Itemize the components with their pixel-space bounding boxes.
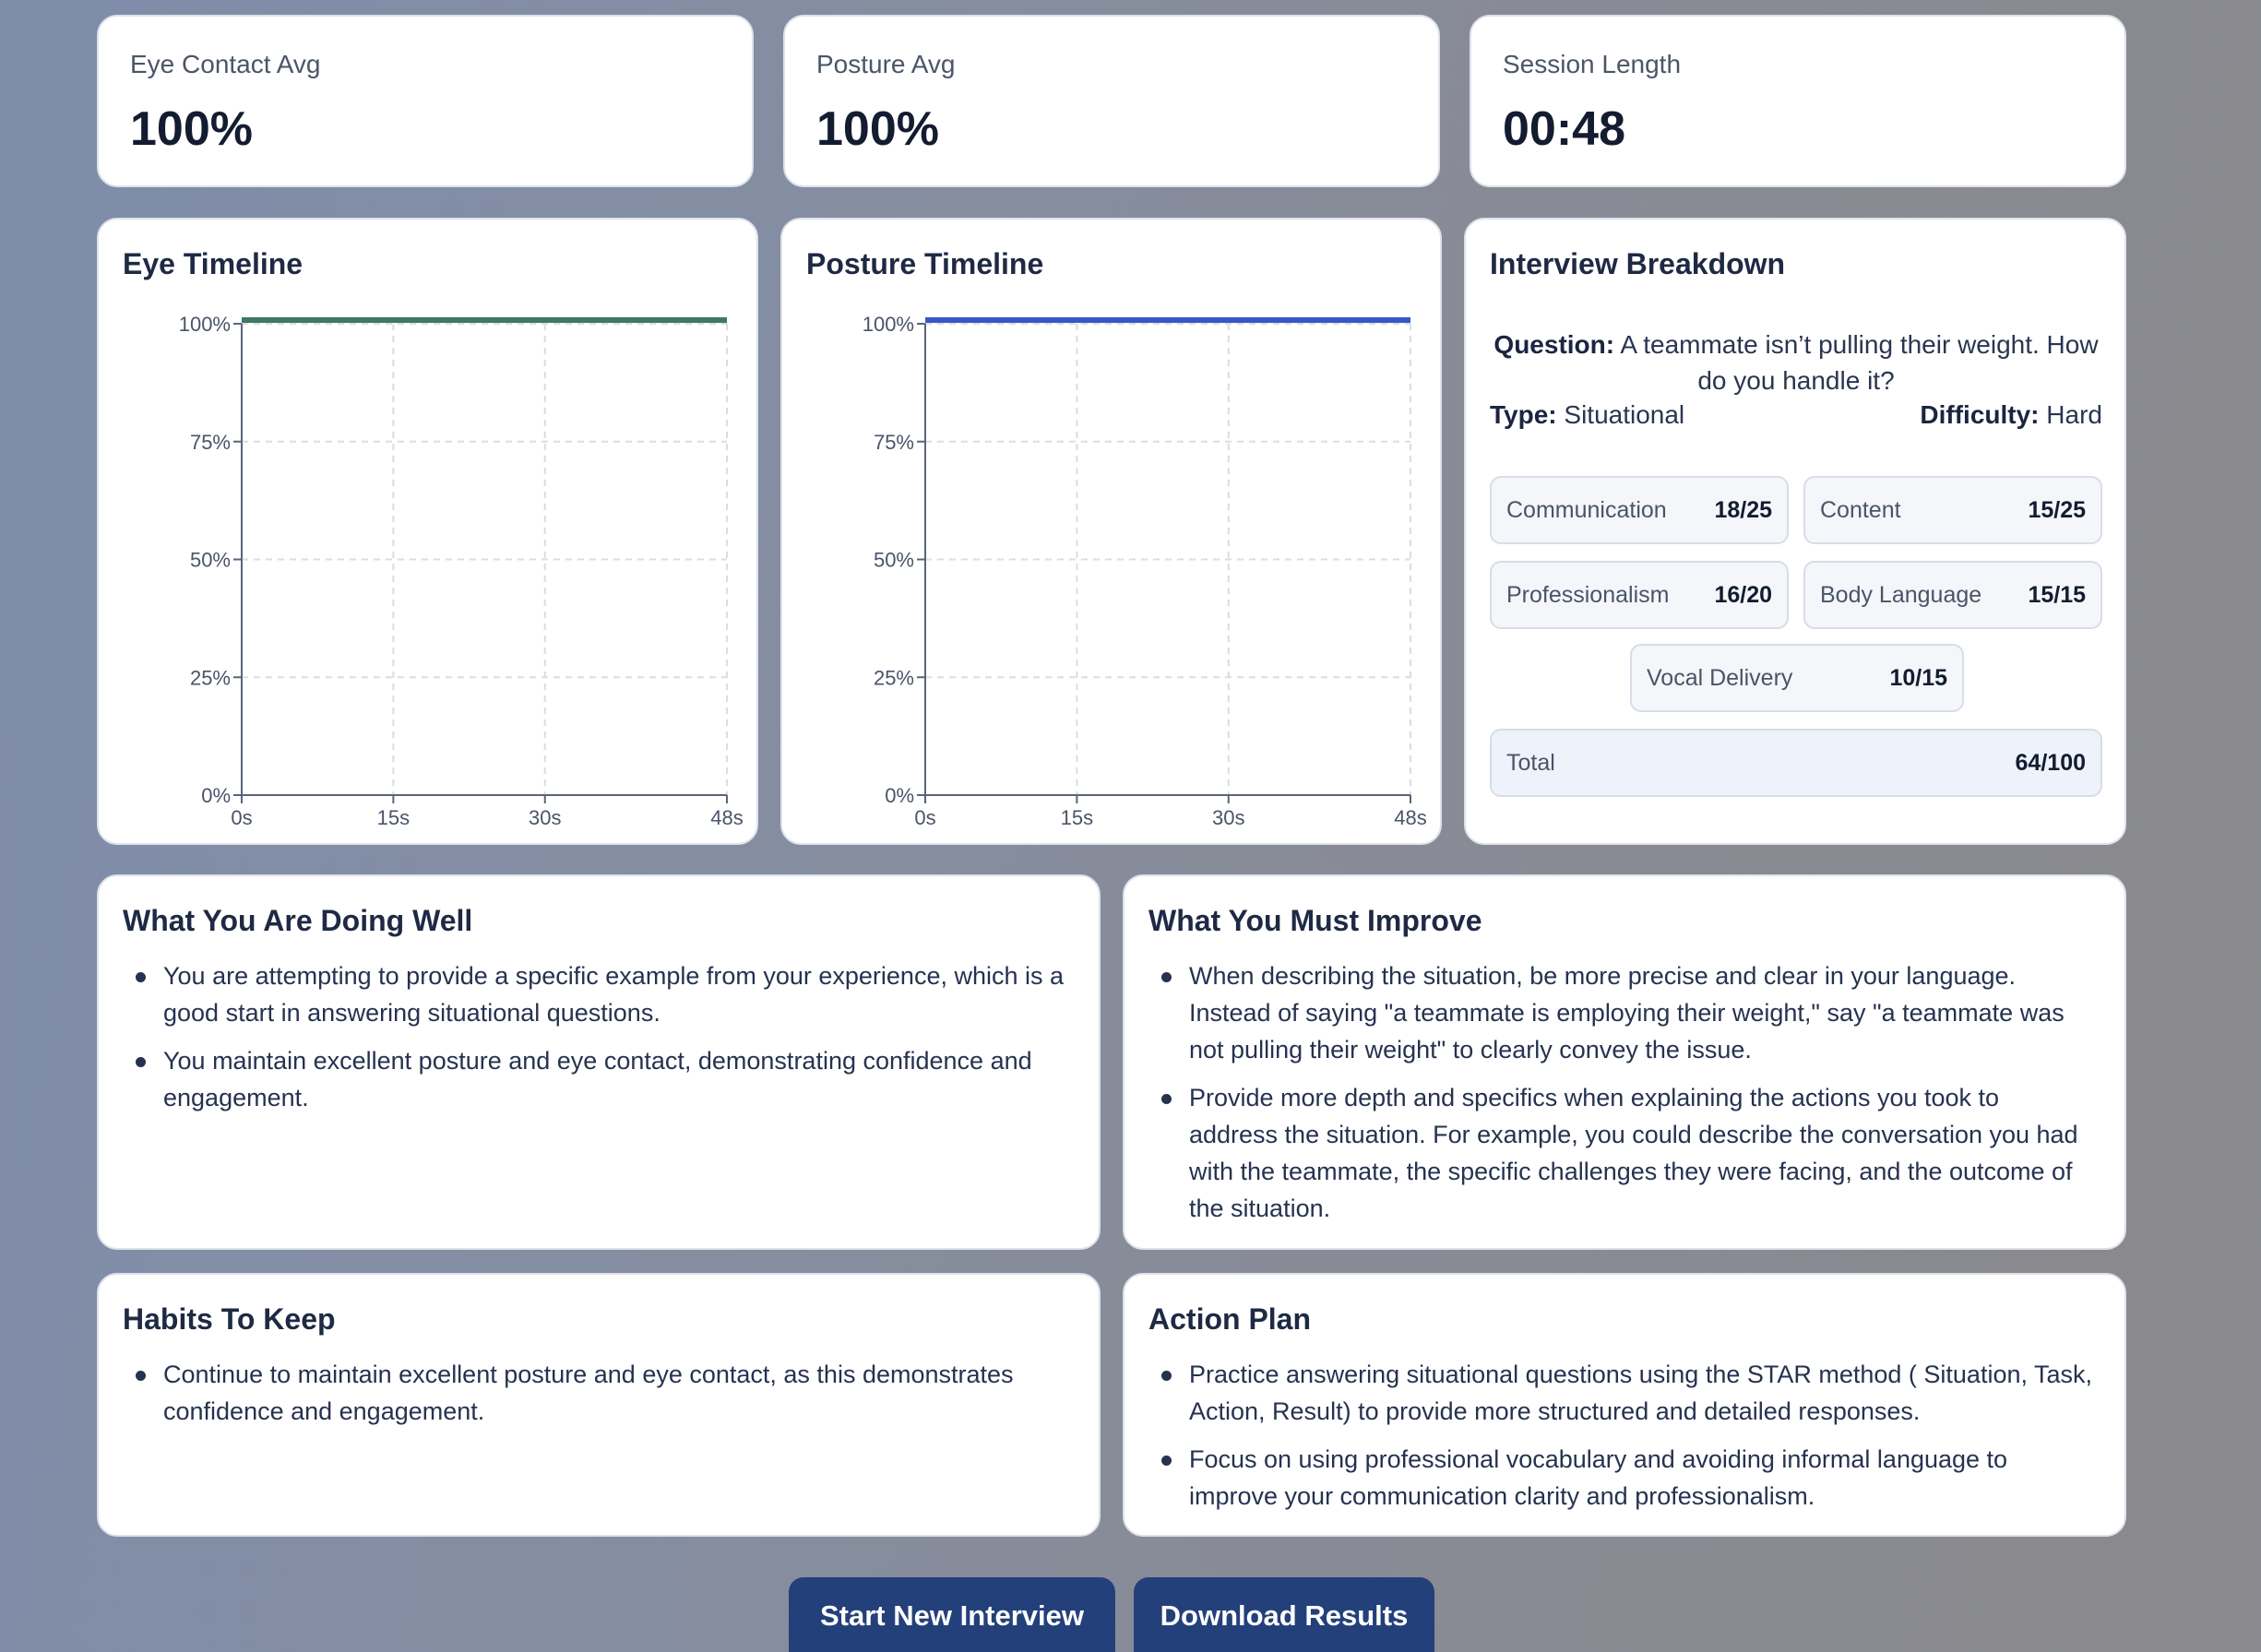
score-label: Content xyxy=(1820,496,1901,523)
list-item: Continue to maintain excellent posture a… xyxy=(132,1356,1067,1430)
score-value: 15/15 xyxy=(2028,581,2086,608)
doing-well-list: You are attempting to provide a specific… xyxy=(132,957,1067,1127)
must-improve-list: When describing the situation, be more p… xyxy=(1158,957,2093,1238)
list-item: Focus on using professional vocabulary a… xyxy=(1158,1441,2093,1515)
list-item: You maintain excellent posture and eye c… xyxy=(132,1042,1067,1116)
x-tick-label: 30s xyxy=(529,806,561,829)
x-tick-label: 30s xyxy=(1212,806,1244,829)
start-new-interview-button[interactable]: Start New Interview xyxy=(789,1577,1115,1652)
score-communication: Communication 18/25 xyxy=(1490,476,1789,544)
interview-breakdown-card: Interview Breakdown Question: A teammate… xyxy=(1464,218,2126,845)
x-tick-label: 15s xyxy=(1061,806,1093,829)
difficulty-meta: Difficulty: Hard xyxy=(1920,400,2102,430)
must-improve-card: What You Must Improve When describing th… xyxy=(1123,874,2126,1250)
posture-timeline-chart: 0s 15s 30s 48s 0% 25% 50% 75% 100% xyxy=(863,313,1427,829)
x-tick-label: 0s xyxy=(231,806,252,829)
stat-label: Eye Contact Avg xyxy=(130,50,321,78)
breakdown-title: Interview Breakdown xyxy=(1490,247,1786,280)
total-label: Total xyxy=(1506,749,1555,776)
question-value: A teammate isn’t pulling their weight. H… xyxy=(1620,330,2099,395)
list-item: Provide more depth and specifics when ex… xyxy=(1158,1079,2093,1227)
habits-title: Habits To Keep xyxy=(123,1302,336,1336)
x-tick-label: 48s xyxy=(710,806,743,829)
stat-label: Posture Avg xyxy=(816,50,956,78)
score-value: 10/15 xyxy=(1889,664,1947,691)
list-item: You are attempting to provide a specific… xyxy=(132,957,1067,1031)
session-length-stat-card: Session Length 00:48 xyxy=(1470,15,2126,187)
type-meta: Type: Situational xyxy=(1490,400,1684,430)
question-text: Question: A teammate isn’t pulling their… xyxy=(1490,327,2102,398)
y-tick-label: 75% xyxy=(190,431,231,454)
action-plan-list: Practice answering situational questions… xyxy=(1158,1356,2093,1526)
eye-contact-stat-card: Eye Contact Avg 100% xyxy=(97,15,754,187)
stat-value: 100% xyxy=(130,102,253,156)
posture-timeline-card: Posture Timeline 0s 15s 30s 48s 0% 25% 50% 75% 1… xyxy=(780,218,1442,845)
action-plan-title: Action Plan xyxy=(1148,1302,1312,1336)
eye-timeline-card: Eye Timeline 0s 15s 30s 48s 0% 25% 50% 75% 100% xyxy=(97,218,758,845)
download-results-button[interactable]: Download Results xyxy=(1134,1577,1434,1652)
chart-title: Posture Timeline xyxy=(806,247,1044,280)
habits-list: Continue to maintain excellent posture a… xyxy=(132,1356,1067,1441)
score-value: 18/25 xyxy=(1714,496,1772,523)
score-value: 15/25 xyxy=(2028,496,2086,523)
x-tick-label: 0s xyxy=(914,806,935,829)
habits-card: Habits To Keep Continue to maintain exce… xyxy=(97,1273,1101,1537)
score-value: 16/20 xyxy=(1714,581,1772,608)
score-professionalism: Professionalism 16/20 xyxy=(1490,561,1789,629)
score-label: Body Language xyxy=(1820,581,1982,608)
question-label: Question: xyxy=(1493,330,1615,359)
y-tick-label: 0% xyxy=(201,784,231,807)
y-tick-label: 50% xyxy=(190,549,231,572)
doing-well-card: What You Are Doing Well You are attempti… xyxy=(97,874,1101,1250)
stat-value: 100% xyxy=(816,102,939,156)
y-tick-label: 0% xyxy=(885,784,914,807)
score-body-language: Body Language 15/15 xyxy=(1803,561,2102,629)
chart-title: Eye Timeline xyxy=(123,247,303,280)
y-tick-label: 50% xyxy=(874,549,914,572)
y-tick-label: 100% xyxy=(179,313,231,336)
y-tick-label: 25% xyxy=(190,666,231,689)
list-item: Practice answering situational questions… xyxy=(1158,1356,2093,1430)
eye-timeline-chart: 0s 15s 30s 48s 0% 25% 50% 75% 100% xyxy=(179,313,744,829)
score-label: Professionalism xyxy=(1506,581,1670,608)
must-improve-title: What You Must Improve xyxy=(1148,904,1482,937)
stat-label: Session Length xyxy=(1503,50,1682,78)
list-item: When describing the situation, be more p… xyxy=(1158,957,2093,1068)
difficulty-value: Hard xyxy=(2046,400,2102,429)
score-vocal-delivery: Vocal Delivery 10/15 xyxy=(1630,644,1964,712)
difficulty-label: Difficulty: xyxy=(1920,400,2040,429)
posture-stat-card: Posture Avg 100% xyxy=(783,15,1440,187)
type-label: Type: xyxy=(1490,400,1557,429)
stat-value: 00:48 xyxy=(1503,102,1625,156)
score-content: Content 15/25 xyxy=(1803,476,2102,544)
question-meta: Type: Situational Difficulty: Hard xyxy=(1490,400,2102,430)
action-plan-card: Action Plan Practice answering situation… xyxy=(1123,1273,2126,1537)
x-tick-label: 48s xyxy=(1394,806,1426,829)
y-tick-label: 100% xyxy=(863,313,914,336)
type-value: Situational xyxy=(1564,400,1685,429)
x-tick-label: 15s xyxy=(377,806,410,829)
total-value: 64/100 xyxy=(2015,749,2086,776)
doing-well-title: What You Are Doing Well xyxy=(123,904,473,937)
score-total: Total 64/100 xyxy=(1490,729,2102,797)
y-tick-label: 75% xyxy=(874,431,914,454)
score-label: Communication xyxy=(1506,496,1667,523)
score-label: Vocal Delivery xyxy=(1647,664,1793,691)
y-tick-label: 25% xyxy=(874,666,914,689)
